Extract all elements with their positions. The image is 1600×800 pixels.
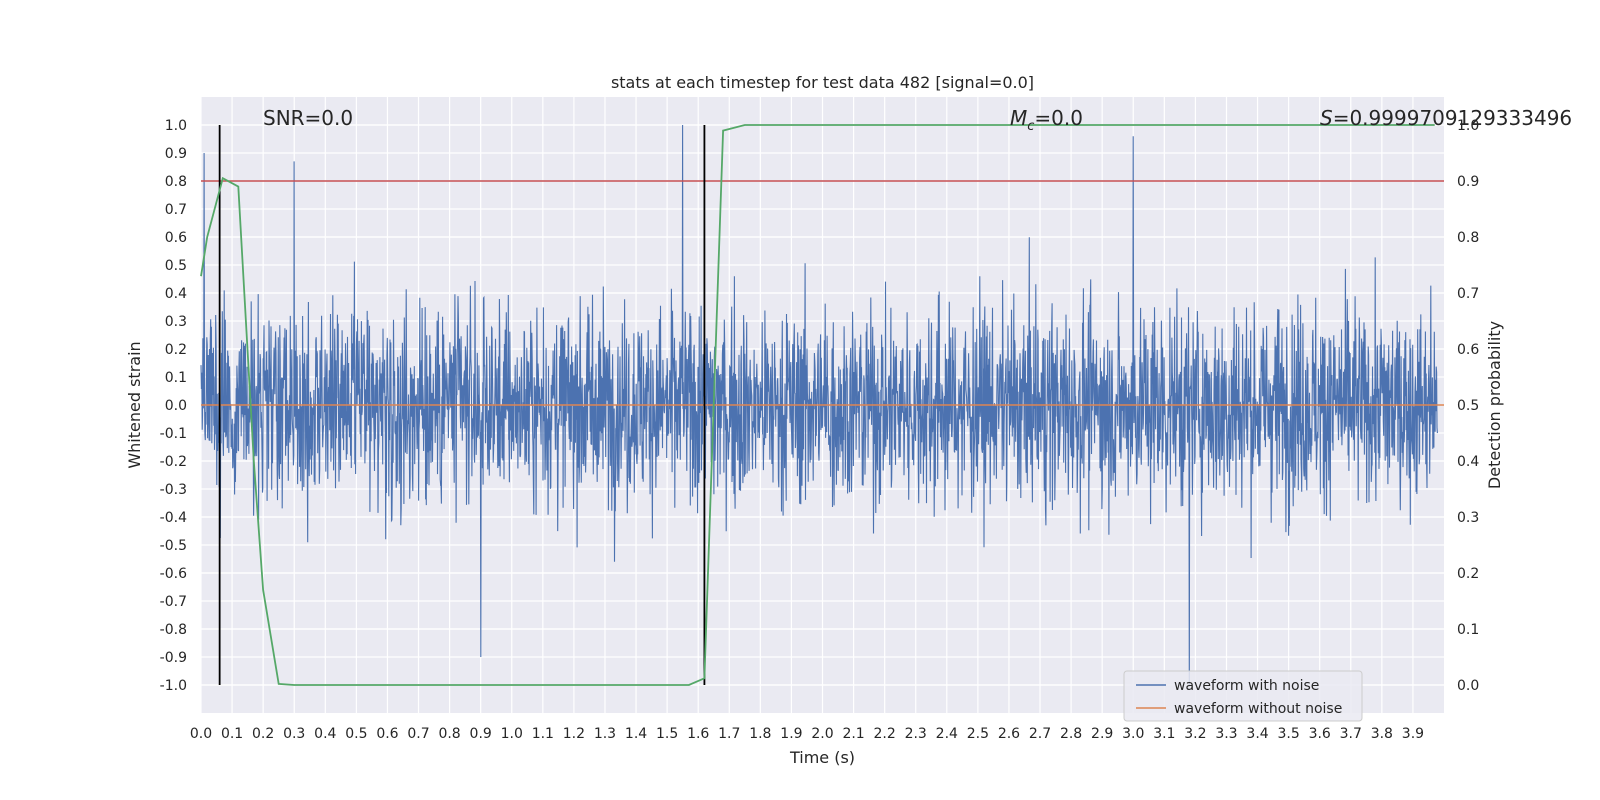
x-tick-label: 2.5	[967, 726, 989, 742]
y-right-tick-label: 0.4	[1457, 454, 1479, 470]
chirp-mass-annotation: Mc=0.0	[1010, 106, 1083, 134]
x-tick-label: 2.8	[1060, 726, 1082, 742]
y-tick-label: -0.9	[160, 650, 187, 666]
snr-annotation: SNR=0.0	[263, 106, 353, 130]
x-tick-label: 3.1	[1153, 726, 1175, 742]
x-tick-label: 2.7	[1029, 726, 1051, 742]
y-tick-label: 0.7	[165, 202, 187, 218]
y-tick-label: 0.4	[165, 286, 187, 302]
score-value: =0.9999709129333496	[1333, 106, 1572, 130]
y-right-tick-label: 0.6	[1457, 342, 1479, 358]
y-tick-label: 0.6	[165, 230, 187, 246]
chirp-mass-value: =0.0	[1034, 106, 1083, 130]
x-tick-label: 3.5	[1277, 726, 1299, 742]
y-tick-label: 0.8	[165, 174, 187, 190]
y-axis-label: Whitened strain	[125, 341, 144, 468]
chart-title: stats at each timestep for test data 482…	[611, 73, 1034, 92]
x-axis-label: Time (s)	[789, 748, 855, 767]
noisy-waveform-layer	[200, 124, 1438, 686]
x-tick-label: 2.4	[936, 726, 958, 742]
y-tick-label: -0.5	[160, 538, 187, 554]
x-tick-label: 2.0	[811, 726, 833, 742]
y-tick-label: 0.2	[165, 342, 187, 358]
series-waveform-with-noise	[200, 124, 1438, 686]
axes: 0.0 0.1 0.2 0.3 0.4 0.5 0.6 0.7 0.8 0.9 1.0 1.1 1.2 1…	[160, 118, 1480, 742]
y-tick-label: 0.9	[165, 146, 187, 162]
x-tick-label: 3.9	[1402, 726, 1424, 742]
x-tick-label: 0.5	[345, 726, 367, 742]
legend-box	[1123, 670, 1363, 722]
x-tick-label: 1.7	[718, 726, 740, 742]
y-tick-label: -0.2	[160, 454, 187, 470]
x-tick-label: 0.4	[314, 726, 336, 742]
y-tick-label: -0.7	[160, 594, 187, 610]
x-tick-label: 3.6	[1309, 726, 1331, 742]
x-tick-label: 0.0	[190, 726, 212, 742]
y-tick-label: -0.6	[160, 566, 187, 582]
legend: waveform with noise waveform without noi…	[1123, 670, 1363, 722]
y-axis-label-right: Detection probability	[1485, 321, 1504, 489]
y-tick-label: 0.0	[165, 398, 187, 414]
x-tick-label: 0.1	[221, 726, 243, 742]
y-tick-label: -1.0	[160, 678, 187, 694]
y-right-tick-label: 0.9	[1457, 174, 1479, 190]
y-tick-label: -0.8	[160, 622, 187, 638]
y-tick-label: 0.3	[165, 314, 187, 330]
x-tick-label: 2.3	[905, 726, 927, 742]
x-tick-label: 2.9	[1091, 726, 1113, 742]
x-tick-label: 1.9	[780, 726, 802, 742]
x-tick-label: 3.0	[1122, 726, 1144, 742]
x-tick-label: 3.3	[1215, 726, 1237, 742]
x-tick-label: 2.2	[874, 726, 896, 742]
x-tick-label: 3.8	[1371, 726, 1393, 742]
x-tick-label: 0.6	[376, 726, 398, 742]
overlay-layer	[200, 124, 1444, 686]
x-tick-label: 0.9	[470, 726, 492, 742]
series-detection-probability	[200, 124, 1435, 686]
legend-label-noisy: waveform with noise	[1174, 678, 1319, 694]
y-right-tick-label: 1.0	[1457, 118, 1479, 134]
x-tick-label: 0.3	[283, 726, 305, 742]
score-symbol: S	[1320, 106, 1333, 130]
x-tick-label: 1.6	[687, 726, 709, 742]
y-tick-label: -0.3	[160, 482, 187, 498]
x-tick-label: 1.2	[563, 726, 585, 742]
y-right-tick-label: 0.8	[1457, 230, 1479, 246]
x-tick-label: 1.4	[625, 726, 647, 742]
x-tick-label: 1.1	[532, 726, 554, 742]
x-tick-label: 0.2	[252, 726, 274, 742]
chirp-mass-subscript: c	[1027, 119, 1034, 134]
y-right-tick-label: 0.0	[1457, 678, 1479, 694]
y-tick-label: -0.1	[160, 426, 187, 442]
y-right-tick-label: 0.3	[1457, 510, 1479, 526]
y-right-tick-label: 0.2	[1457, 566, 1479, 582]
y-right-tick-label: 0.7	[1457, 286, 1479, 302]
x-tick-label: 1.0	[501, 726, 523, 742]
x-tick-label: 1.5	[656, 726, 678, 742]
y-right-tick-label: 0.5	[1457, 398, 1479, 414]
x-tick-label: 0.8	[438, 726, 460, 742]
y-tick-label: 1.0	[165, 118, 187, 134]
y-right-tick-label: 0.1	[1457, 622, 1479, 638]
x-tick-label: 0.7	[407, 726, 429, 742]
legend-label-clean: waveform without noise	[1174, 701, 1342, 717]
x-tick-label: 3.7	[1340, 726, 1362, 742]
x-tick-label: 2.6	[998, 726, 1020, 742]
x-tick-label: 2.1	[842, 726, 864, 742]
y-tick-label: -0.4	[160, 510, 187, 526]
y-tick-label: 0.5	[165, 258, 187, 274]
y-tick-label: 0.1	[165, 370, 187, 386]
score-annotation: S=0.9999709129333496	[1320, 106, 1572, 130]
chirp-mass-symbol: M	[1010, 106, 1027, 130]
x-tick-label: 1.8	[749, 726, 771, 742]
x-tick-label: 1.3	[594, 726, 616, 742]
x-tick-label: 3.4	[1246, 726, 1268, 742]
x-tick-label: 3.2	[1184, 726, 1206, 742]
